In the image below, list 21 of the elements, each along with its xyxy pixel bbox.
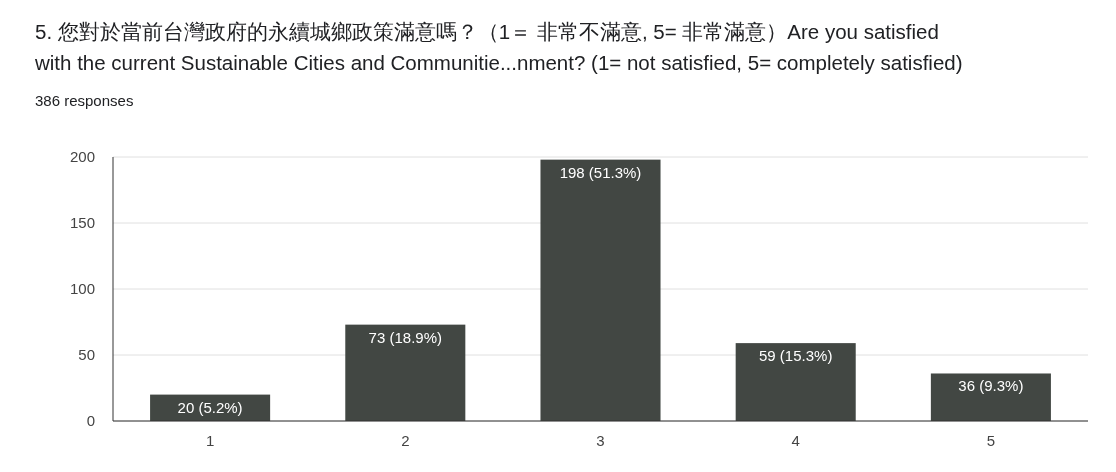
y-tick-label: 200 <box>69 148 95 165</box>
data-label: 20 (5.2%) <box>177 398 243 416</box>
data-label: 59 (15.3%) <box>759 347 833 365</box>
data-label: 36 (9.3%) <box>958 377 1024 395</box>
bar <box>540 159 661 421</box>
x-tick-label: 4 <box>791 432 800 449</box>
y-tick-label: 100 <box>69 280 95 297</box>
data-label: 73 (18.9%) <box>368 328 442 346</box>
bar <box>735 343 856 421</box>
bar <box>930 373 1051 421</box>
x-tick-label: 1 <box>205 432 215 449</box>
chart-subtitle: 386 responses <box>35 92 134 109</box>
y-tick-label: 50 <box>78 346 95 363</box>
x-tick-label: 2 <box>401 432 410 449</box>
x-tick-label: 5 <box>986 432 996 449</box>
y-tick-label: 150 <box>69 214 95 231</box>
chart-title: 5. 您對於當前台灣政府的永續城鄉政策滿意嗎？（1＝ 非常不滿意, 5= 非常滿意）Are you satisfied with the current Sustainable Cities and Communitie...nment? (1= not satisfied, 5= completely satisfied) <box>34 20 963 74</box>
bar <box>345 324 466 421</box>
y-tick-label: 0 <box>86 412 95 429</box>
x-tick-label: 3 <box>596 432 605 449</box>
data-label: 198 (51.3%) <box>559 163 642 181</box>
